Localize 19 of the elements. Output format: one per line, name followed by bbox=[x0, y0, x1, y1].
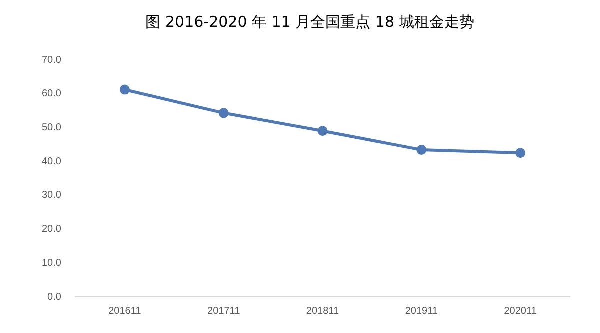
point bbox=[416, 145, 427, 156]
y-tick-label: 70.0 bbox=[42, 54, 62, 66]
chart-title: 图 2016-2020 年 11 月全国重点 18 城租金走势 bbox=[144, 12, 476, 33]
y-tick-label: 20.0 bbox=[42, 224, 62, 236]
y-tick-label: 40.0 bbox=[42, 156, 62, 168]
x-tick-label: 201811 bbox=[306, 306, 340, 317]
y-tick-label: 10.0 bbox=[42, 258, 62, 269]
point bbox=[516, 148, 526, 158]
point bbox=[318, 126, 328, 136]
x-tick-label: 201711 bbox=[208, 306, 241, 317]
y-tick-label: 60.0 bbox=[42, 88, 62, 100]
y-tick-label: 30.0 bbox=[42, 190, 62, 202]
y-tick-label: 50.0 bbox=[42, 122, 62, 134]
x-tick-label: 202011 bbox=[504, 306, 538, 317]
y-tick-label: 0.0 bbox=[48, 292, 62, 303]
point bbox=[120, 84, 130, 95]
x-tick-label: 201911 bbox=[405, 306, 438, 317]
point bbox=[218, 108, 229, 118]
x-tick-label: 201611 bbox=[108, 306, 142, 317]
